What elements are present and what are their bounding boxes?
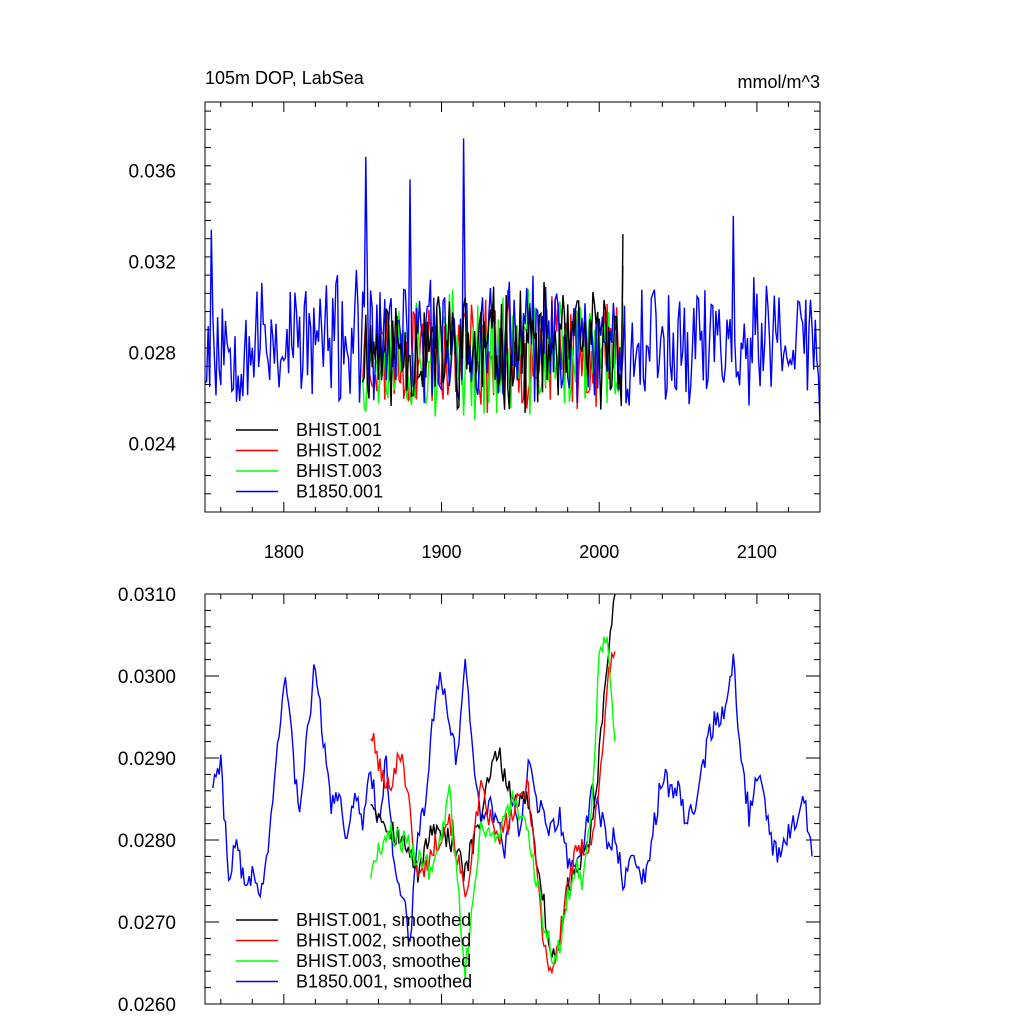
y-tick-label: 0.032 bbox=[128, 252, 176, 273]
y-tick-label: 0.0310 bbox=[118, 585, 176, 606]
x-tick-label: 2100 bbox=[737, 542, 777, 562]
series-line-bhist-001 bbox=[362, 234, 624, 414]
legend-label: BHIST.003, smoothed bbox=[296, 951, 471, 971]
series-line-b1850-001-smoothed bbox=[212, 653, 813, 942]
y-tick-label: 0.028 bbox=[128, 344, 176, 365]
y-tick-label: 0.0290 bbox=[118, 749, 176, 770]
legend-label: BHIST.001 bbox=[296, 420, 382, 440]
x-tick-label: 1900 bbox=[422, 542, 462, 562]
series-line-bhist-002-smoothed bbox=[370, 651, 616, 975]
legend-label: BHIST.003 bbox=[296, 461, 382, 481]
legend-label: BHIST.001, smoothed bbox=[296, 910, 471, 930]
legend-label: BHIST.002 bbox=[296, 441, 382, 461]
bottom-series-lines bbox=[212, 593, 813, 980]
top-panel: 105m DOP, LabSea mmol/m^3 1800 1900 2000 21… bbox=[128, 68, 821, 562]
x-tick-label: 1800 bbox=[264, 542, 304, 562]
bottom-panel: 0.0260 0.0270 0.0280 0.0290 0.0300 0.0310 BHI… bbox=[118, 585, 821, 1016]
units-label: mmol/m^3 bbox=[738, 72, 820, 92]
legend-label: BHIST.002, smoothed bbox=[296, 931, 471, 951]
bottom-plot-frame bbox=[204, 593, 821, 1005]
y-tick-label: 0.0270 bbox=[118, 913, 176, 934]
top-series-lines bbox=[204, 138, 821, 424]
x-tick-label: 2000 bbox=[579, 542, 619, 562]
y-tick-label: 0.036 bbox=[128, 161, 176, 182]
bottom-axes: 0.0260 0.0270 0.0280 0.0290 0.0300 0.0310 bbox=[118, 585, 821, 1016]
top-axes: 1800 1900 2000 2100 0.024 0.028 0.032 0.036 bbox=[128, 102, 821, 562]
series-line-bhist-001-smoothed bbox=[370, 593, 616, 959]
series-line-b1850-001 bbox=[204, 138, 821, 424]
legend-label: B1850.001 bbox=[296, 482, 383, 502]
legend-label: B1850.001, smoothed bbox=[296, 972, 472, 992]
y-tick-label: 0.0300 bbox=[118, 667, 176, 688]
series-line-bhist-003-smoothed bbox=[369, 636, 616, 980]
y-tick-label: 0.024 bbox=[128, 435, 176, 456]
top-title: 105m DOP, LabSea bbox=[205, 68, 365, 88]
y-tick-label: 0.0260 bbox=[118, 995, 176, 1016]
y-tick-label: 0.0280 bbox=[118, 831, 176, 852]
top-plot-frame bbox=[204, 101, 821, 513]
